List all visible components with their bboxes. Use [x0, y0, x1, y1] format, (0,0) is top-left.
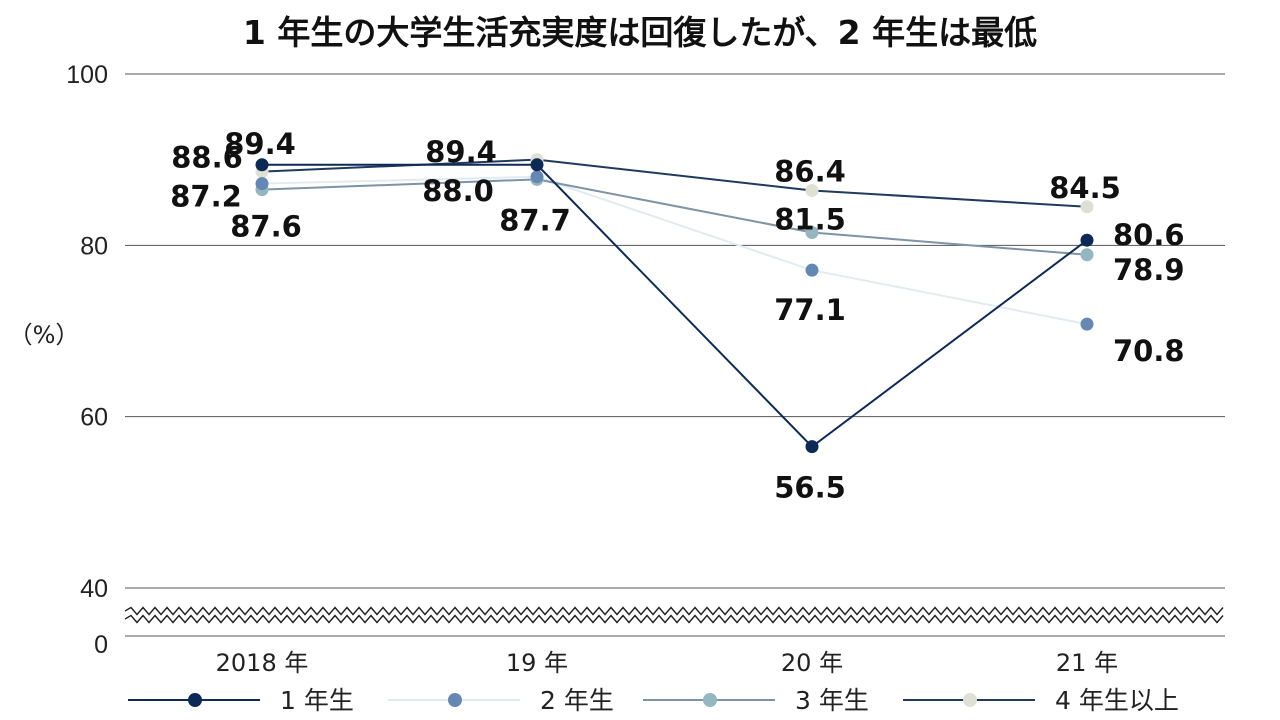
data-point: [805, 184, 819, 198]
data-point: [255, 177, 269, 191]
data-label: 88.0: [422, 174, 494, 208]
data-point: [805, 440, 819, 454]
data-label: 87.6: [230, 210, 302, 244]
series-line: [261, 175, 1088, 326]
data-label: 89.4: [224, 127, 296, 161]
data-label: 81.5: [774, 202, 846, 236]
x-tick-label: 20 年: [781, 649, 843, 677]
data-point: [530, 170, 544, 184]
data-point: [1080, 200, 1094, 214]
data-label: 87.7: [499, 203, 571, 237]
data-label: 80.6: [1113, 218, 1185, 252]
y-tick-label: 100: [66, 61, 108, 89]
x-tick-label: 19 年: [506, 649, 568, 677]
series-line: [261, 178, 1088, 256]
legend-item: 1 年生: [128, 686, 354, 715]
data-label: 87.2: [170, 180, 242, 214]
legend-marker: [188, 693, 202, 707]
legend-item: 3 年生: [643, 686, 869, 715]
series-lines: [261, 158, 1088, 448]
legend: 1 年生 2 年生 3 年生 4 年生以上: [128, 686, 1179, 715]
legend-item: 2 年生: [388, 686, 614, 715]
y-tick-label: 0: [94, 631, 108, 659]
legend-item: 4 年生以上: [903, 686, 1179, 715]
data-label: 70.8: [1113, 334, 1185, 368]
chart-title: 1 年生の大学生活充実度は回復したが、2 年生は最低: [243, 13, 1037, 52]
data-point: [1080, 248, 1094, 262]
axis-break: [124, 606, 1224, 624]
series-points: [255, 153, 1094, 454]
y-tick-label: 80: [80, 232, 108, 260]
data-point: [805, 263, 819, 277]
data-label: 89.4: [425, 135, 497, 169]
y-tick-label: 60: [80, 404, 108, 432]
legend-label: 4 年生以上: [1055, 686, 1179, 715]
grid: [125, 73, 1225, 637]
data-point: [805, 225, 819, 239]
series-line: [261, 158, 1088, 208]
data-labels: 89.4 89.4 56.5 80.6 87.2 88.0 77.1 70.8 87.6 87.7…: [170, 127, 1184, 505]
data-label: 86.4: [774, 155, 846, 189]
axis-break-line: [124, 606, 1224, 616]
legend-label: 1 年生: [280, 686, 354, 715]
axis-break-line: [124, 614, 1224, 624]
legend-marker: [963, 693, 977, 707]
data-label: 84.5: [1049, 171, 1121, 205]
data-point: [530, 158, 544, 172]
data-label: 77.1: [774, 293, 846, 327]
series-line: [262, 163, 1088, 448]
y-tick-label: 40: [80, 575, 108, 603]
y-axis-ticks: 100 80 60 40 0: [66, 61, 108, 659]
data-point: [1080, 317, 1094, 331]
data-label: 56.5: [774, 471, 846, 505]
data-label: 78.9: [1113, 253, 1185, 287]
x-tick-label: 21 年: [1056, 649, 1118, 677]
legend-label: 3 年生: [795, 686, 869, 715]
legend-marker: [703, 693, 717, 707]
legend-label: 2 年生: [540, 686, 614, 715]
data-point: [1080, 233, 1094, 247]
x-axis-ticks: 2018 年 19 年 20 年 21 年: [216, 649, 1118, 677]
x-tick-label: 2018 年: [216, 649, 309, 677]
data-point: [255, 158, 269, 172]
legend-marker: [448, 693, 462, 707]
y-axis-label: （%）: [9, 321, 80, 349]
data-label: 88.6: [171, 141, 243, 175]
